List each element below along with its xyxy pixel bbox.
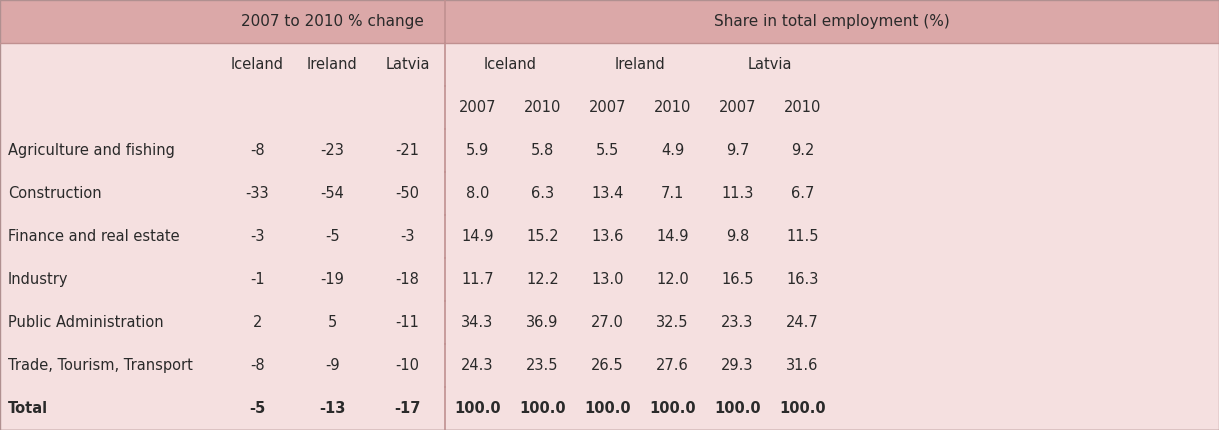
Text: 23.5: 23.5 [527,358,558,373]
Text: 2007: 2007 [719,100,756,115]
Text: 5.5: 5.5 [596,143,619,158]
Text: -11: -11 [395,315,419,330]
Text: 26.5: 26.5 [591,358,624,373]
Text: 7.1: 7.1 [661,186,684,201]
Text: 6.3: 6.3 [531,186,555,201]
Text: 14.9: 14.9 [656,229,689,244]
Text: 8.0: 8.0 [466,186,489,201]
Text: 9.2: 9.2 [791,143,814,158]
Text: 29.3: 29.3 [722,358,753,373]
Bar [0,0,1219,43]
Text: -1: -1 [250,272,265,287]
Text: 13.0: 13.0 [591,272,624,287]
Text: 9.7: 9.7 [725,143,750,158]
Text: 5.9: 5.9 [466,143,489,158]
Text: 13.4: 13.4 [591,186,624,201]
Text: -9: -9 [325,358,340,373]
Text: Finance and real estate: Finance and real estate [9,229,179,244]
Text: Industry: Industry [9,272,68,287]
Text: -18: -18 [395,272,419,287]
Text: Agriculture and fishing: Agriculture and fishing [9,143,174,158]
Text: 5: 5 [328,315,338,330]
Text: 11.5: 11.5 [786,229,819,244]
Text: -17: -17 [394,401,421,416]
Text: -3: -3 [250,229,265,244]
Bar [0,43,1219,86]
Text: 12.2: 12.2 [527,272,558,287]
Text: -8: -8 [250,358,265,373]
Text: -50: -50 [395,186,419,201]
Text: Ireland: Ireland [614,57,666,72]
Text: Construction: Construction [9,186,101,201]
Text: 34.3: 34.3 [461,315,494,330]
Text: -23: -23 [321,143,345,158]
Text: 100.0: 100.0 [584,401,630,416]
Text: -54: -54 [321,186,345,201]
Text: 12.0: 12.0 [656,272,689,287]
Text: Public Administration: Public Administration [9,315,163,330]
Text: 36.9: 36.9 [527,315,558,330]
Text: Trade, Tourism, Transport: Trade, Tourism, Transport [9,358,193,373]
Text: 100.0: 100.0 [714,401,761,416]
Text: 14.9: 14.9 [461,229,494,244]
Text: -21: -21 [395,143,419,158]
Text: -10: -10 [395,358,419,373]
Text: 2010: 2010 [524,100,561,115]
Text: -3: -3 [400,229,414,244]
Text: 2: 2 [252,315,262,330]
Text: -5: -5 [325,229,340,244]
Text: 100.0: 100.0 [519,401,566,416]
Text: 24.3: 24.3 [461,358,494,373]
Text: 27.0: 27.0 [591,315,624,330]
Text: 2007: 2007 [589,100,627,115]
Text: 100.0: 100.0 [650,401,696,416]
Text: 11.3: 11.3 [722,186,753,201]
Text: 6.7: 6.7 [791,186,814,201]
Text: 27.6: 27.6 [656,358,689,373]
Bar [0,86,1219,129]
Text: 2010: 2010 [653,100,691,115]
Text: -5: -5 [250,401,266,416]
Text: -19: -19 [321,272,345,287]
Text: Latvia: Latvia [747,57,792,72]
Text: -8: -8 [250,143,265,158]
Text: 4.9: 4.9 [661,143,684,158]
Text: Total: Total [9,401,48,416]
Text: -13: -13 [319,401,346,416]
Text: -33: -33 [246,186,269,201]
Text: Latvia: Latvia [385,57,430,72]
Text: 13.6: 13.6 [591,229,624,244]
Text: 2010: 2010 [784,100,822,115]
Text: Iceland: Iceland [230,57,284,72]
Text: Share in total employment (%): Share in total employment (%) [714,14,950,29]
Text: 2007 to 2010 % change: 2007 to 2010 % change [241,14,424,29]
Text: 100.0: 100.0 [779,401,825,416]
Text: 11.7: 11.7 [461,272,494,287]
Text: 32.5: 32.5 [656,315,689,330]
Text: Ireland: Ireland [307,57,358,72]
Text: 16.3: 16.3 [786,272,819,287]
Text: 31.6: 31.6 [786,358,819,373]
Text: 15.2: 15.2 [527,229,558,244]
Text: 9.8: 9.8 [725,229,750,244]
Text: Iceland: Iceland [484,57,536,72]
Text: 2007: 2007 [458,100,496,115]
Text: 24.7: 24.7 [786,315,819,330]
Text: 16.5: 16.5 [722,272,753,287]
Text: 100.0: 100.0 [455,401,501,416]
Text: 5.8: 5.8 [531,143,555,158]
Text: 23.3: 23.3 [722,315,753,330]
